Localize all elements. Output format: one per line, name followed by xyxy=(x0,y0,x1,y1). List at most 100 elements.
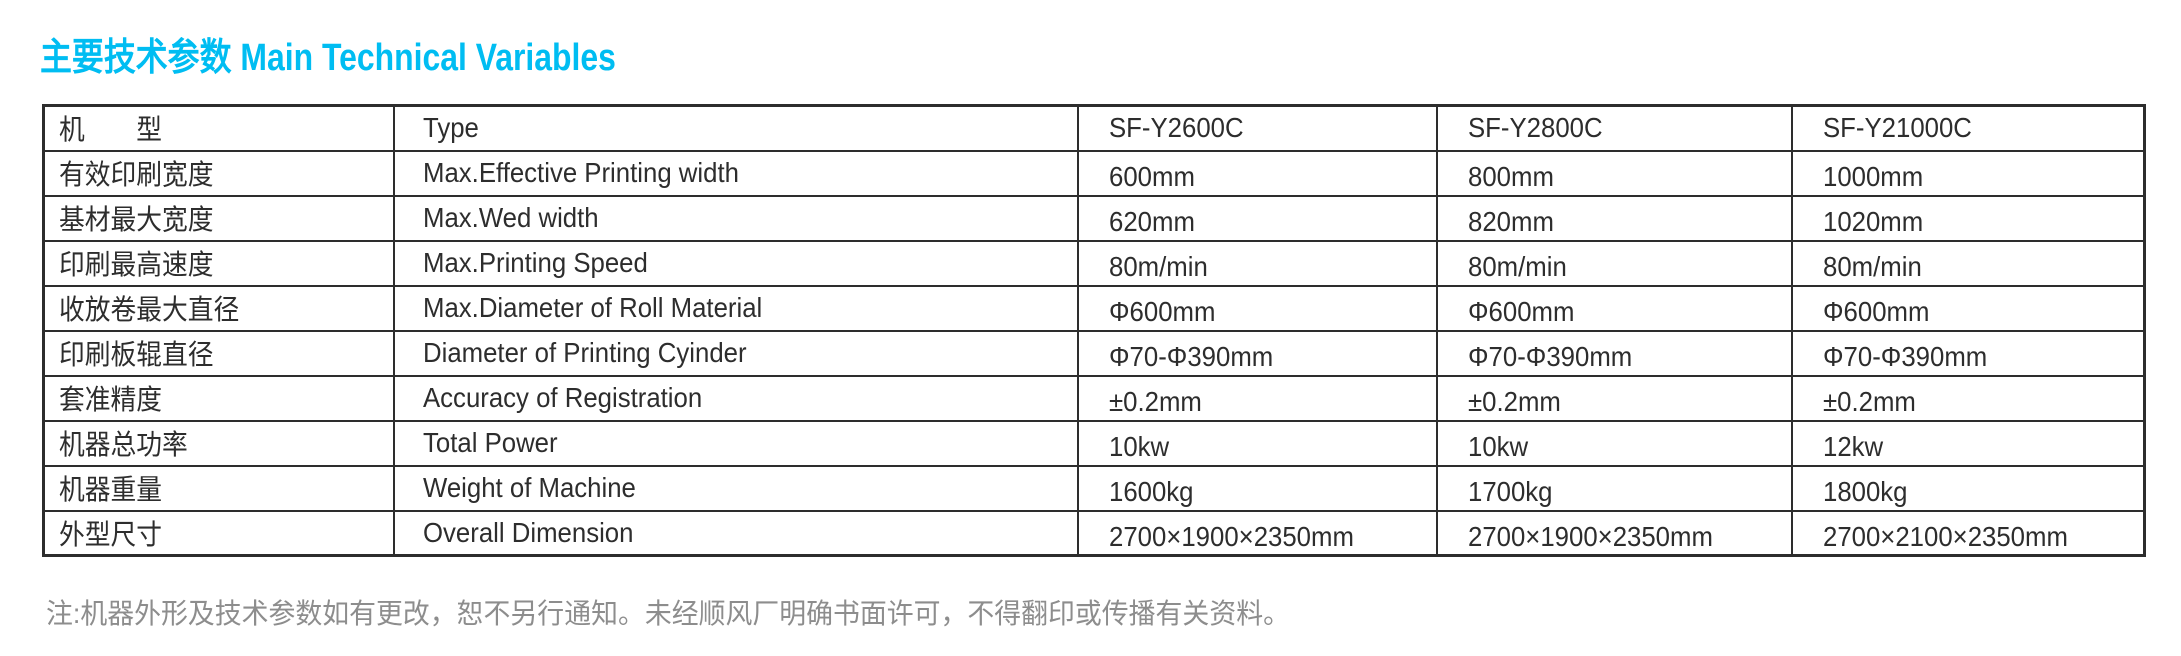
row-value-2-text: ±0.2mm xyxy=(1467,386,1561,417)
table-row-cylinder-diameter: 印刷板辊直径 Diameter of Printing Cyinder Φ70-… xyxy=(42,329,2146,377)
row-label-zh: 外型尺寸 xyxy=(42,509,395,557)
row-label-zh: 收放卷最大直径 xyxy=(42,284,395,332)
row-label-en-text: Max.Effective Printing width xyxy=(422,157,739,188)
row-value-3-text: Φ600mm xyxy=(1822,296,1929,327)
row-value-2: Φ600mm xyxy=(1435,284,1793,332)
row-value-3-text: 1020mm xyxy=(1822,206,1923,237)
row-label-en: Max.Wed width xyxy=(392,194,1079,242)
table-header-row: 机 型 Type SF-Y2600C SF-Y2800C SF-Y21000C xyxy=(42,104,2146,152)
row-label-en: Overall Dimension xyxy=(392,509,1079,557)
header-label-en: Type xyxy=(392,104,1079,152)
row-label-zh-text: 套准精度 xyxy=(59,384,163,415)
row-value-2-text: Φ70-Φ390mm xyxy=(1467,341,1632,372)
row-label-zh: 有效印刷宽度 xyxy=(42,149,395,197)
row-label-zh: 印刷最高速度 xyxy=(42,239,395,287)
row-label-en-text: Max.Diameter of Roll Material xyxy=(422,292,762,323)
row-value-1: ±0.2mm xyxy=(1076,374,1438,422)
row-label-en-text: Total Power xyxy=(422,427,558,458)
table-row-web-width: 基材最大宽度 Max.Wed width 620mm 820mm 1020mm xyxy=(42,194,2146,242)
row-value-3: 1000mm xyxy=(1790,149,2146,197)
row-value-1-text: 1600kg xyxy=(1108,476,1194,507)
row-label-en: Diameter of Printing Cyinder xyxy=(392,329,1079,377)
row-value-1-text: Φ70-Φ390mm xyxy=(1108,341,1273,372)
row-value-1: 80m/min xyxy=(1076,239,1438,287)
header-label-en-text: Type xyxy=(422,112,479,144)
row-value-1-text: 600mm xyxy=(1108,161,1195,192)
header-model-1: SF-Y2600C xyxy=(1076,104,1438,152)
row-label-zh: 机器总功率 xyxy=(42,419,395,467)
table-row-machine-weight: 机器重量 Weight of Machine 1600kg 1700kg 180… xyxy=(42,464,2146,512)
row-label-zh: 机器重量 xyxy=(42,464,395,512)
row-label-en-text: Max.Wed width xyxy=(422,202,599,233)
row-value-2: 800mm xyxy=(1435,149,1793,197)
row-value-2: 820mm xyxy=(1435,194,1793,242)
row-value-2: 2700×1900×2350mm xyxy=(1435,509,1793,557)
header-model-2: SF-Y2800C xyxy=(1435,104,1793,152)
row-value-3-text: 2700×2100×2350mm xyxy=(1822,520,2068,552)
row-label-zh-text: 印刷最高速度 xyxy=(59,249,214,280)
row-label-en-text: Max.Printing Speed xyxy=(422,247,648,278)
row-value-2-text: 820mm xyxy=(1467,206,1554,237)
row-label-en: Total Power xyxy=(392,419,1079,467)
row-value-1: 1600kg xyxy=(1076,464,1438,512)
row-label-zh: 基材最大宽度 xyxy=(42,194,395,242)
header-model-3-text: SF-Y21000C xyxy=(1822,112,1972,144)
row-label-zh-text: 收放卷最大直径 xyxy=(59,294,240,325)
row-label-en-text: Diameter of Printing Cyinder xyxy=(422,337,747,368)
row-value-3-text: Φ70-Φ390mm xyxy=(1822,341,1987,372)
row-label-en: Accuracy of Registration xyxy=(392,374,1079,422)
row-value-1-text: Φ600mm xyxy=(1108,296,1215,327)
row-value-1: Φ70-Φ390mm xyxy=(1076,329,1438,377)
row-value-3: ±0.2mm xyxy=(1790,374,2146,422)
row-label-en: Max.Printing Speed xyxy=(392,239,1079,287)
table-row-roll-diameter: 收放卷最大直径 Max.Diameter of Roll Material Φ6… xyxy=(42,284,2146,332)
row-label-en-text: Weight of Machine xyxy=(422,472,636,503)
row-value-1: 600mm xyxy=(1076,149,1438,197)
row-value-1-text: ±0.2mm xyxy=(1108,386,1202,417)
table-row-printing-speed: 印刷最高速度 Max.Printing Speed 80m/min 80m/mi… xyxy=(42,239,2146,287)
row-value-2-text: 80m/min xyxy=(1467,251,1567,282)
row-value-2: Φ70-Φ390mm xyxy=(1435,329,1793,377)
row-label-en-text: Overall Dimension xyxy=(422,516,633,548)
row-value-3-text: 1000mm xyxy=(1822,161,1923,192)
row-value-2-text: 800mm xyxy=(1467,161,1554,192)
row-value-2: 80m/min xyxy=(1435,239,1793,287)
row-value-3-text: 12kw xyxy=(1822,431,1883,462)
row-value-1-text: 10kw xyxy=(1108,431,1169,462)
table-row-registration-accuracy: 套准精度 Accuracy of Registration ±0.2mm ±0.… xyxy=(42,374,2146,422)
row-value-1: 2700×1900×2350mm xyxy=(1076,509,1438,557)
footnote: 注:机器外形及技术参数如有更改，恕不另行通知。未经顺风厂明确书面许可，不得翻印或… xyxy=(46,598,1290,629)
row-value-3-text: ±0.2mm xyxy=(1822,386,1916,417)
row-value-1-text: 80m/min xyxy=(1108,251,1208,282)
header-model-1-text: SF-Y2600C xyxy=(1108,112,1244,144)
table-row-total-power: 机器总功率 Total Power 10kw 10kw 12kw xyxy=(42,419,2146,467)
header-label-zh-text: 机 型 xyxy=(59,114,163,146)
row-label-zh-text: 印刷板辊直径 xyxy=(59,339,214,370)
row-value-1: 620mm xyxy=(1076,194,1438,242)
row-value-3: Φ70-Φ390mm xyxy=(1790,329,2146,377)
header-model-3: SF-Y21000C xyxy=(1790,104,2146,152)
row-value-3: 2700×2100×2350mm xyxy=(1790,509,2146,557)
row-value-3: 12kw xyxy=(1790,419,2146,467)
row-value-2: 10kw xyxy=(1435,419,1793,467)
header-label-zh: 机 型 xyxy=(42,104,395,152)
row-label-zh-text: 机器重量 xyxy=(59,474,163,505)
technical-specs-table: 机 型 Type SF-Y2600C SF-Y2800C SF-Y21000C … xyxy=(42,104,2146,557)
table-row-overall-dimension: 外型尺寸 Overall Dimension 2700×1900×2350mm … xyxy=(42,509,2146,557)
row-label-en: Weight of Machine xyxy=(392,464,1079,512)
row-label-en: Max.Diameter of Roll Material xyxy=(392,284,1079,332)
row-label-en: Max.Effective Printing width xyxy=(392,149,1079,197)
row-value-2-text: Φ600mm xyxy=(1467,296,1574,327)
row-value-3: 1800kg xyxy=(1790,464,2146,512)
row-label-zh-text: 机器总功率 xyxy=(59,429,188,460)
row-value-1-text: 2700×1900×2350mm xyxy=(1108,520,1354,552)
header-model-2-text: SF-Y2800C xyxy=(1467,112,1603,144)
row-label-zh: 印刷板辊直径 xyxy=(42,329,395,377)
row-value-2-text: 1700kg xyxy=(1467,476,1553,507)
row-label-zh-text: 有效印刷宽度 xyxy=(59,159,214,190)
row-value-3: 80m/min xyxy=(1790,239,2146,287)
row-value-3: 1020mm xyxy=(1790,194,2146,242)
row-value-2: ±0.2mm xyxy=(1435,374,1793,422)
row-label-zh-text: 基材最大宽度 xyxy=(59,204,214,235)
